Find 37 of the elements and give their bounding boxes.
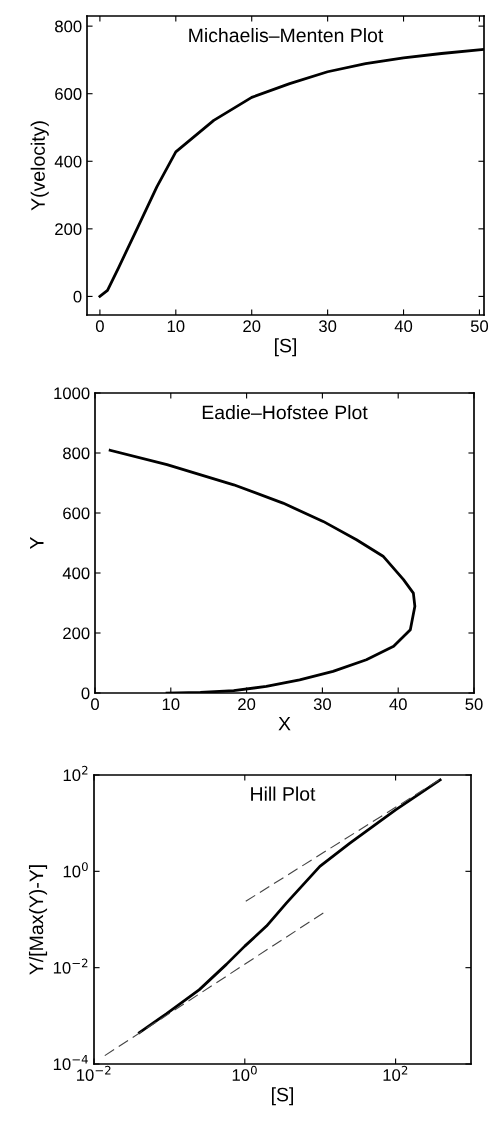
y-tick-label: 800: [63, 447, 90, 460]
y-tick-label: 600: [55, 88, 82, 100]
chart-title: Michaelis–Menten Plot: [189, 27, 384, 43]
y-tick-label: 600: [63, 507, 90, 520]
x-tick-label: 0: [95, 320, 104, 333]
x-tick-label: 40: [394, 320, 413, 333]
x-tick-label: 0: [91, 698, 99, 711]
x-tick-label: 10$^{2}$: [383, 1065, 408, 1081]
chart-title: Hill Plot: [251, 786, 316, 801]
x-tick-label: 50: [470, 320, 489, 333]
y-tick-label: 10$^{−2}$: [53, 958, 88, 974]
x-tick-label: 20: [238, 698, 256, 711]
y-tick-label: 800: [55, 20, 82, 33]
y-tick-label: 10$^{2}$: [63, 765, 88, 782]
x-axis-title: [S]: [272, 1087, 293, 1106]
y-tick-label: 400: [54, 155, 82, 168]
x-tick-label: 20: [243, 320, 261, 333]
y-tick-label: 200: [55, 223, 82, 236]
x-tick-label: 10: [167, 320, 185, 333]
x-tick-label: 50: [465, 698, 483, 711]
y-tick-label: 200: [63, 627, 90, 640]
x-axis-title: [S]: [275, 338, 296, 357]
x-axis-title: X: [278, 716, 291, 731]
x-tick-label: 30: [319, 320, 337, 333]
y-tick-label: 0: [81, 687, 90, 700]
y-axis-title: Y: [30, 536, 44, 550]
y-axis-title: Y/[Max(Y)-Y]: [28, 865, 48, 975]
x-tick-label: 40: [389, 698, 407, 711]
y-tick-label: 10$^{0}$: [63, 862, 88, 878]
y-tick-label: 0: [73, 290, 82, 303]
x-tick-label: 10: [162, 698, 180, 711]
y-axis-title: Y(velocity): [30, 121, 49, 211]
y-tick-label: 1000: [54, 387, 90, 400]
x-tick-label: 30: [313, 698, 332, 711]
x-tick-label: 10$^{0}$: [232, 1065, 257, 1081]
y-tick-label: 400: [62, 567, 90, 580]
chart-title: Eadie–Hofstee Plot: [202, 405, 368, 420]
